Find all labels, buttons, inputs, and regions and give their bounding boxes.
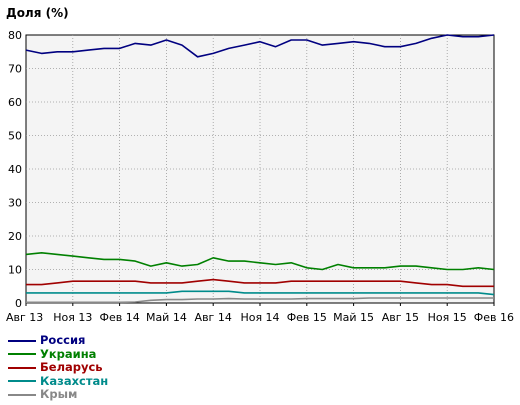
x-tick-label: Фев 15 [287, 311, 327, 324]
y-tick-label: 0 [15, 297, 22, 310]
x-axis-ticks: Авг 13 Ноя 13 Фев 14 Май 14 Авг 14 Ноя 14 Фев … [6, 303, 514, 324]
grid-lines [26, 35, 494, 303]
legend-item: Беларусь [8, 360, 308, 375]
x-tick-label: Май 14 [146, 311, 187, 324]
legend-item: Украина [8, 346, 308, 362]
legend-label: Крым [40, 387, 78, 401]
legend-swatch [8, 366, 36, 369]
series-line [25, 252, 495, 271]
series-lines [25, 34, 495, 304]
legend-swatch [8, 380, 36, 383]
x-tick-label: Авг 14 [195, 311, 232, 324]
x-tick-label: Фев 16 [474, 311, 514, 324]
y-axis-ticks: 0 10 20 30 40 50 60 70 80 [8, 29, 22, 310]
legend-swatch [8, 339, 36, 342]
legend-item: Россия [8, 333, 308, 348]
x-tick-label: Ноя 14 [240, 311, 279, 324]
y-tick-label: 80 [8, 29, 22, 42]
legend-item: Казахстан [8, 373, 308, 389]
y-tick-label: 30 [8, 197, 22, 210]
series-line [25, 34, 495, 58]
x-tick-label: Май 15 [333, 311, 374, 324]
series-line [26, 278, 494, 288]
y-tick-label: 20 [8, 230, 22, 243]
y-tick-label: 10 [8, 264, 22, 277]
legend-label: Украина [40, 346, 97, 361]
x-tick-label: Авг 13 [6, 311, 43, 324]
chart-title: Доля (%) [6, 6, 69, 20]
legend-swatch [8, 353, 36, 356]
legend-label: Беларусь [40, 360, 103, 374]
y-tick-label: 50 [8, 130, 22, 143]
y-tick-label: 40 [8, 163, 22, 176]
legend: Россия Украина Беларусь Казахстан Крым [8, 333, 308, 402]
x-tick-label: Фев 14 [99, 311, 139, 324]
legend-item: Крым [8, 387, 308, 402]
legend-label: Казахстан [40, 373, 109, 388]
x-tick-label: Ноя 15 [428, 311, 467, 324]
series-line [26, 297, 494, 304]
x-tick-label: Ноя 13 [53, 311, 92, 324]
series-line [26, 290, 495, 296]
legend-swatch [8, 393, 36, 396]
y-tick-label: 60 [8, 96, 22, 109]
legend-label: Россия [40, 333, 86, 347]
x-tick-label: Авг 15 [382, 311, 419, 324]
y-tick-label: 70 [8, 63, 22, 76]
